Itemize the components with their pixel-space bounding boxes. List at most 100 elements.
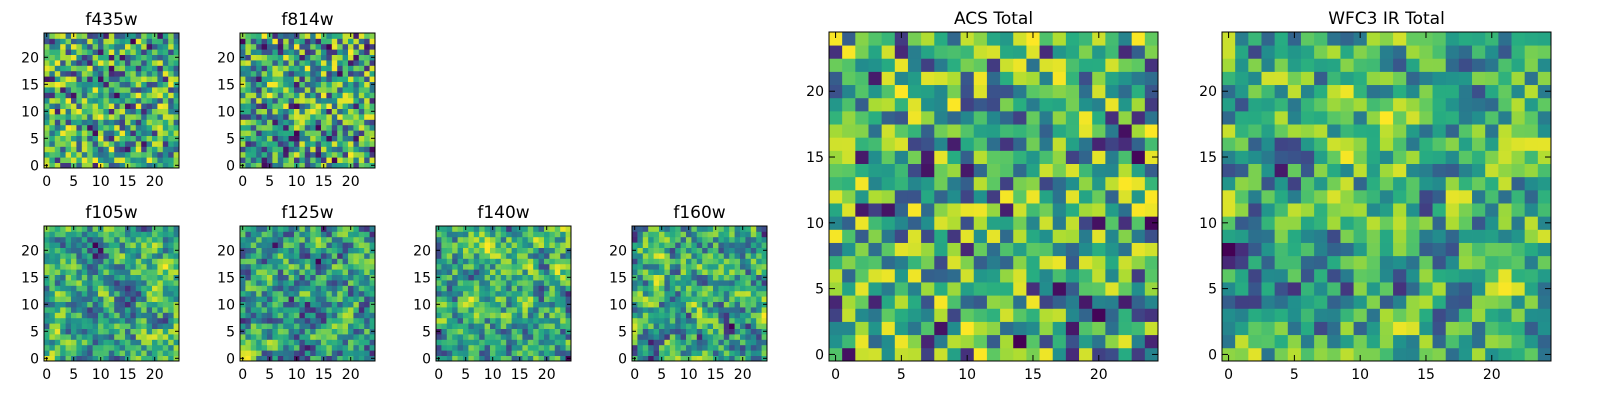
heatmap-cell xyxy=(98,269,104,275)
heatmap-cell xyxy=(463,334,469,340)
heatmap-cell xyxy=(348,65,354,72)
heatmap-cell xyxy=(517,307,523,313)
heatmap-cell xyxy=(960,308,975,322)
heatmap-cell xyxy=(304,43,311,50)
heatmap-cell xyxy=(108,285,115,292)
heatmap-cell xyxy=(240,236,246,243)
heatmap-cell xyxy=(342,114,349,120)
heatmap-cell xyxy=(729,285,735,292)
heatmap-cell xyxy=(1458,229,1473,243)
heatmap-cell xyxy=(283,157,289,163)
heatmap-cell xyxy=(54,280,61,286)
heatmap-cell xyxy=(468,323,475,329)
heatmap-cell xyxy=(750,350,757,356)
heatmap-cell xyxy=(272,226,279,232)
x-tick-label: 15 xyxy=(315,367,333,383)
heatmap-cell xyxy=(1353,203,1368,217)
heatmap-cell xyxy=(125,258,131,265)
heatmap-cell xyxy=(353,285,360,292)
heatmap-cell xyxy=(65,226,72,232)
heatmap-cell xyxy=(740,317,746,324)
y-tick-label: 20 xyxy=(217,243,235,259)
heatmap-cell xyxy=(1039,150,1054,164)
heatmap-cell xyxy=(1105,203,1119,217)
heatmap-cell xyxy=(81,146,88,153)
heatmap-cell xyxy=(718,263,725,270)
heatmap-cell xyxy=(463,231,469,238)
heatmap-cell xyxy=(256,135,262,142)
heatmap-cell xyxy=(369,97,376,104)
heatmap-cell xyxy=(1287,242,1302,257)
heatmap-cell xyxy=(1026,255,1040,270)
heatmap-cell xyxy=(358,130,365,136)
heatmap-cell xyxy=(342,54,349,61)
heatmap-cell xyxy=(348,146,354,153)
heatmap-cell xyxy=(76,151,83,158)
heatmap-cell xyxy=(675,312,681,319)
heatmap-cell xyxy=(49,290,56,297)
heatmap-cell xyxy=(157,108,164,115)
heatmap-cell xyxy=(1419,203,1433,217)
heatmap-cell xyxy=(842,255,856,270)
heatmap-cell xyxy=(146,269,153,275)
heatmap-cell xyxy=(173,70,180,77)
heatmap-cell xyxy=(1013,176,1027,191)
heatmap-cell xyxy=(1131,58,1146,72)
heatmap-cell xyxy=(141,285,147,292)
heatmap-cell xyxy=(446,296,453,302)
heatmap-cell xyxy=(304,312,311,319)
heatmap-cell xyxy=(517,334,523,340)
heatmap-cell xyxy=(331,103,338,109)
heatmap-cell xyxy=(702,350,708,356)
heatmap-cell xyxy=(1366,255,1381,270)
heatmap-cell xyxy=(490,317,496,324)
heatmap-cell xyxy=(446,317,453,324)
heatmap-cell xyxy=(986,124,1001,138)
heatmap-cell xyxy=(250,81,257,88)
heatmap-cell xyxy=(441,263,448,270)
heatmap-cell xyxy=(632,253,638,259)
heatmap-cell xyxy=(669,280,676,286)
heatmap-cell xyxy=(1000,216,1014,230)
heatmap-cell xyxy=(490,242,496,248)
heatmap-cell xyxy=(261,280,268,286)
heatmap-cell xyxy=(135,76,142,82)
heatmap-cell xyxy=(637,236,644,243)
heatmap-cell xyxy=(894,71,909,86)
heatmap-cell xyxy=(894,295,909,309)
heatmap-cell xyxy=(245,274,252,281)
heatmap-cell xyxy=(267,301,273,308)
heatmap-cell xyxy=(135,114,142,120)
heatmap-cell xyxy=(173,258,180,265)
heatmap-cell xyxy=(484,247,491,254)
heatmap-cell xyxy=(331,119,338,126)
heatmap-cell xyxy=(294,157,300,163)
heatmap-cell xyxy=(921,189,935,204)
heatmap-cell xyxy=(457,334,464,340)
heatmap-cell xyxy=(240,76,246,82)
heatmap-cell xyxy=(1445,321,1460,336)
heatmap-cell xyxy=(44,258,50,265)
heatmap-cell xyxy=(146,301,153,308)
heatmap-cell xyxy=(342,280,349,286)
heatmap-cell xyxy=(256,307,262,313)
heatmap-cell xyxy=(81,328,88,335)
heatmap-cell xyxy=(696,323,703,329)
heatmap-cell xyxy=(304,355,311,362)
heatmap-cell xyxy=(44,97,50,104)
heatmap-cell xyxy=(60,242,66,248)
heatmap-cell xyxy=(713,285,719,292)
heatmap-cell xyxy=(168,119,174,126)
heatmap-cell xyxy=(986,282,1001,296)
heatmap-cell xyxy=(342,43,349,50)
heatmap-cell xyxy=(554,296,561,302)
heatmap-cell xyxy=(1537,163,1552,178)
heatmap-cell xyxy=(761,350,768,356)
heatmap-cell xyxy=(517,312,523,319)
heatmap-cell xyxy=(108,81,115,88)
heatmap-cell xyxy=(734,253,741,259)
heatmap-cell xyxy=(44,334,50,340)
heatmap-cell xyxy=(554,247,561,254)
heatmap-cell xyxy=(522,307,529,313)
